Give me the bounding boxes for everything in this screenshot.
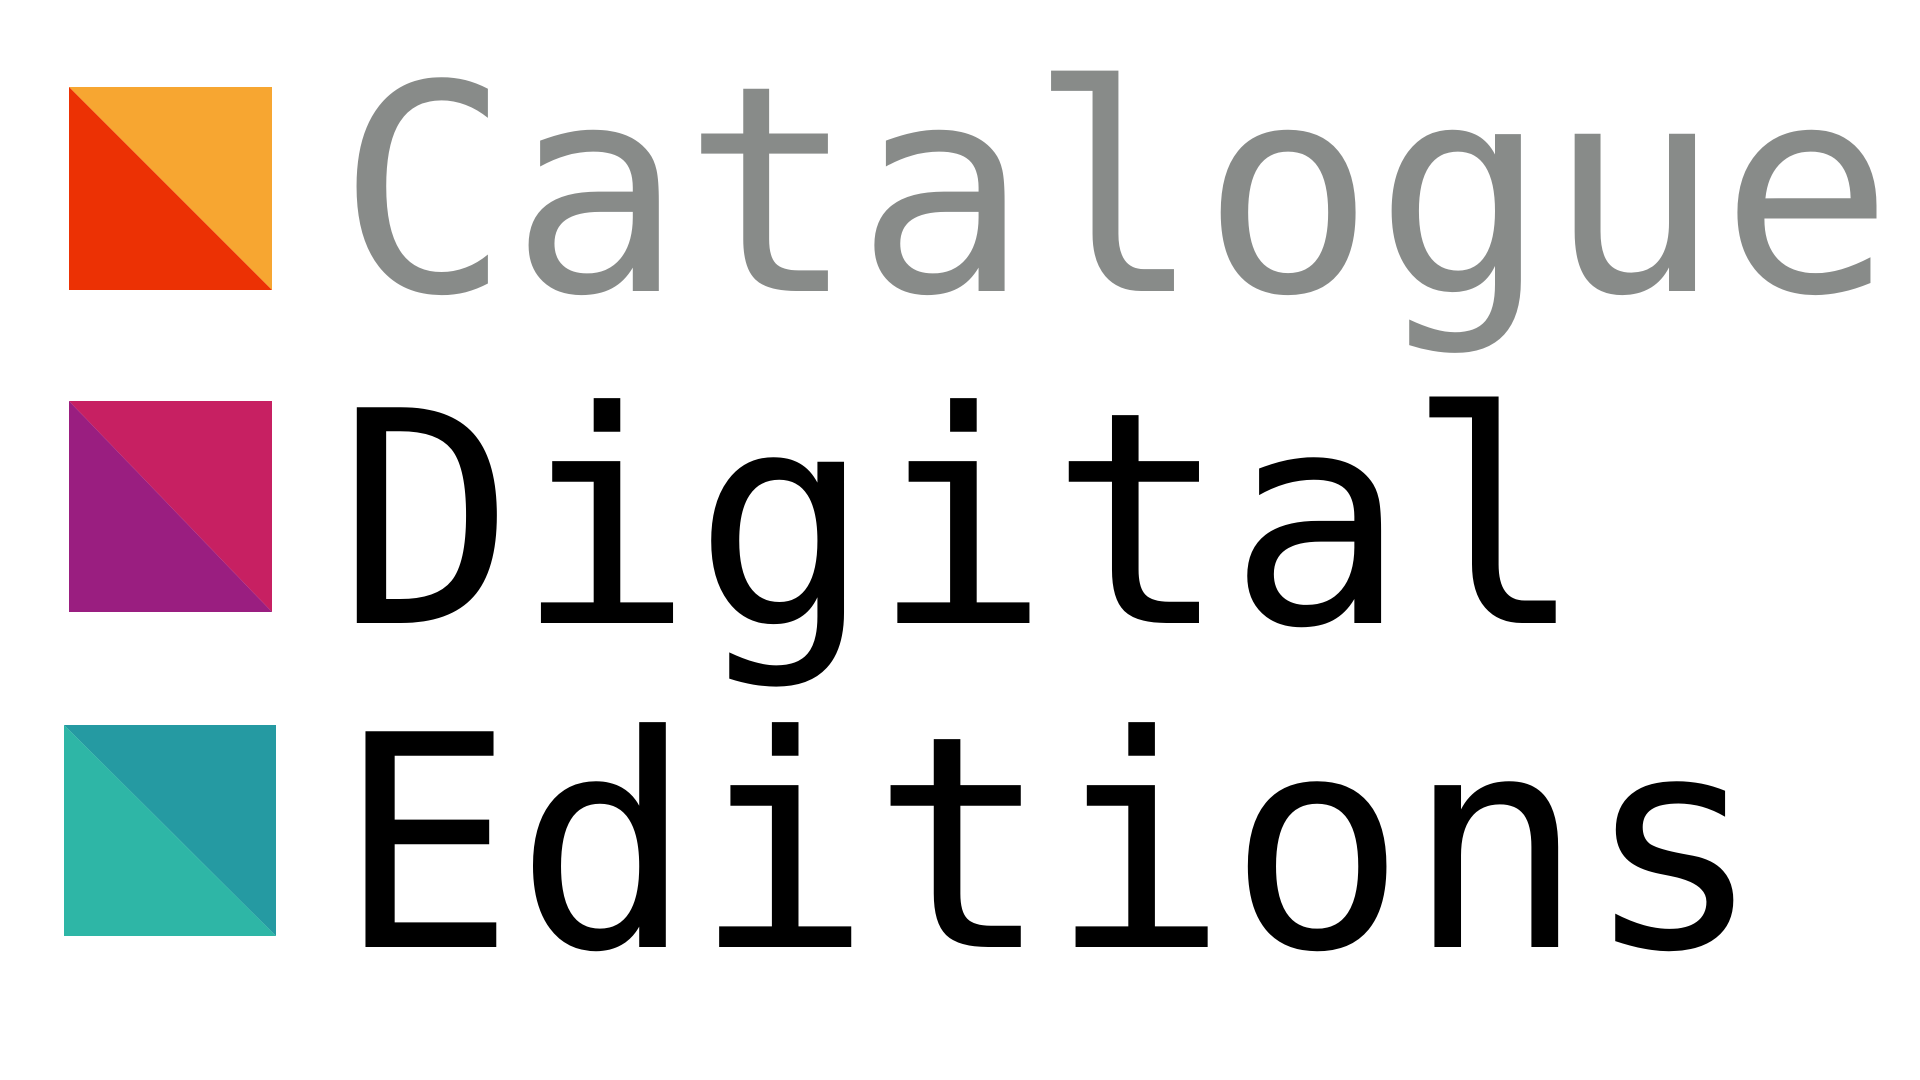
magenta-split-square-icon [69, 401, 272, 612]
logo-word-editions: Editions [337, 672, 1763, 1017]
square-bottom-left-triangle [69, 87, 272, 290]
logo-word-catalogue: Catalogue [337, 24, 1894, 359]
orange-split-square-icon [69, 87, 272, 290]
square-bottom-left-triangle [64, 725, 276, 936]
teal-split-square-icon [64, 725, 276, 936]
square-bottom-left-triangle [69, 401, 272, 612]
logo-word-digital: Digital [337, 348, 1585, 693]
